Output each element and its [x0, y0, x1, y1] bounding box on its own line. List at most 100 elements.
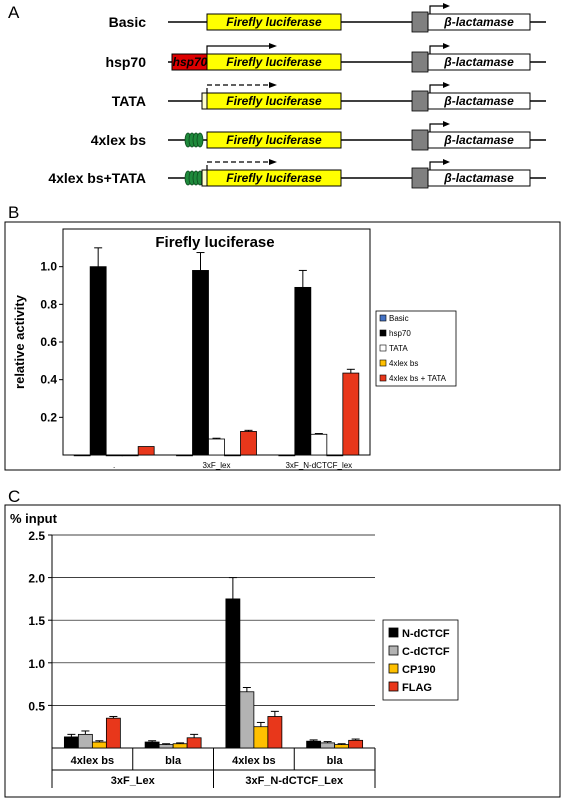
- firefly-transcription-arrow: [206, 45, 270, 54]
- bla-transcription-arrow: [429, 161, 444, 170]
- bar: [342, 372, 360, 456]
- bla-gene-box: [427, 13, 531, 31]
- bla-arrow-head: [443, 43, 450, 49]
- bar: [224, 454, 241, 457]
- firefly-transcription-arrow: [206, 161, 270, 170]
- y-tick-label: 0.5: [28, 699, 45, 713]
- x-group-label: 3xF_N-dCTCF_Lex: [245, 775, 344, 787]
- bar: [294, 286, 312, 456]
- firefly-gene-box: [206, 131, 342, 149]
- chart-firefly-luciferase: Firefly luciferase 0.2 0.4 0.6 0.8 1.0 relativ…: [12, 228, 457, 470]
- legend-swatch: [379, 314, 387, 322]
- bla-transcription-arrow: [429, 45, 444, 54]
- bla-gene-box: [427, 131, 531, 149]
- bar: [137, 446, 155, 456]
- legend-swatch: [388, 627, 399, 638]
- y-tick-label: 2.5: [28, 529, 45, 543]
- bar: [306, 740, 322, 749]
- bar: [144, 741, 160, 749]
- bar: [172, 743, 188, 749]
- bar: [240, 431, 257, 456]
- x-tick-label: 3xF_N-dCTCF_lex: [285, 461, 352, 470]
- firefly-arrow-head: [269, 159, 277, 165]
- chart-title: Firefly luciferase: [155, 234, 274, 251]
- panel-c-letter: C: [8, 487, 20, 506]
- bla-promoter-box: [411, 167, 429, 189]
- bla-promoter-box: [411, 51, 429, 73]
- bar: [310, 433, 328, 456]
- tata-box: [201, 169, 208, 187]
- legend-swatch: [388, 663, 399, 674]
- construct-name: TATA: [112, 93, 146, 109]
- firefly-gene-label: Firefly luciferase: [226, 55, 322, 69]
- bla-gene-label: β-lactamase: [443, 55, 514, 69]
- construct-row: 4xlex bs+TATA Firefly luciferase β-lactama…: [48, 159, 546, 189]
- bla-promoter-box: [411, 11, 429, 33]
- x-category-label: bla: [165, 755, 182, 767]
- legend-label: N-dCTCF: [402, 628, 450, 640]
- y-tick-label: 1.5: [28, 614, 45, 628]
- bar: [77, 733, 93, 749]
- construct-name: 4xlex bs: [91, 132, 146, 148]
- legend-label: FLAG: [402, 682, 432, 694]
- construct-row: 4xlex bs Firefly luciferase β-lactamase: [91, 121, 546, 151]
- bar: [176, 454, 193, 457]
- bar: [348, 739, 364, 749]
- construct-name: hsp70: [106, 54, 147, 70]
- legend-label: 4xlex bs: [389, 359, 418, 368]
- y-tick-label: 1.0: [40, 260, 57, 274]
- legend-label: C-dCTCF: [402, 646, 450, 658]
- bar: [320, 742, 336, 749]
- bla-gene-box: [427, 53, 531, 71]
- bar: [334, 744, 350, 749]
- y-tick-label: 0.2: [40, 410, 57, 424]
- plot-area: [62, 228, 371, 456]
- bla-arrow-head: [443, 82, 450, 88]
- bla-gene-label: β-lactamase: [443, 133, 514, 147]
- chart-percent-input: % input 0.5 1.0 1.5 2.0 2.5 4xlex bs bla 4xlex b…: [10, 511, 459, 788]
- panel-b-frame: [4, 221, 561, 471]
- legend-swatch: [388, 681, 399, 692]
- x-category-label: bla: [327, 755, 344, 767]
- construct-name: Basic: [109, 14, 147, 30]
- bla-arrow-head: [443, 121, 450, 127]
- panel-a-letter: A: [8, 3, 20, 22]
- bar: [253, 726, 269, 749]
- x-category-label: 4xlex bs: [71, 755, 114, 767]
- bla-promoter-box: [411, 129, 429, 151]
- panel-c-frame: [4, 504, 561, 798]
- x-category-label: 4xlex bs: [232, 755, 275, 767]
- bar: [225, 598, 241, 749]
- y-tick-label: 1.0: [28, 657, 45, 671]
- y-tick-label: 0.4: [40, 373, 57, 387]
- x-group-label: 3xF_Lex: [111, 775, 156, 787]
- bar: [91, 741, 107, 749]
- lexa-binding-site: [196, 132, 204, 148]
- bar: [105, 454, 123, 457]
- legend-swatch: [388, 645, 399, 656]
- firefly-gene-box: [206, 92, 342, 110]
- y-tick-label: 2.0: [28, 572, 45, 586]
- panel-b-letter: B: [8, 203, 19, 222]
- bar: [89, 266, 107, 456]
- construct-row: hsp70 hsp70 Firefly luciferase β-lactamase: [106, 43, 546, 73]
- firefly-gene-box: [206, 13, 342, 31]
- bla-arrow-head: [443, 159, 450, 165]
- bar: [192, 270, 209, 456]
- bla-transcription-arrow: [429, 84, 444, 93]
- bla-arrow-head: [443, 3, 450, 9]
- legend-label: Basic: [389, 314, 409, 323]
- firefly-arrow-head: [269, 43, 277, 49]
- firefly-gene-box: [206, 169, 342, 187]
- legend-label: 4xlex bs + TATA: [389, 374, 447, 383]
- x-tick-label: 3xF_lex: [202, 461, 230, 470]
- legend-label: hsp70: [389, 329, 411, 338]
- legend-swatch: [379, 374, 387, 382]
- bar: [239, 691, 255, 749]
- bla-transcription-arrow: [429, 123, 444, 132]
- bar: [63, 736, 79, 749]
- firefly-gene-label: Firefly luciferase: [226, 15, 322, 29]
- bla-gene-label: β-lactamase: [443, 15, 514, 29]
